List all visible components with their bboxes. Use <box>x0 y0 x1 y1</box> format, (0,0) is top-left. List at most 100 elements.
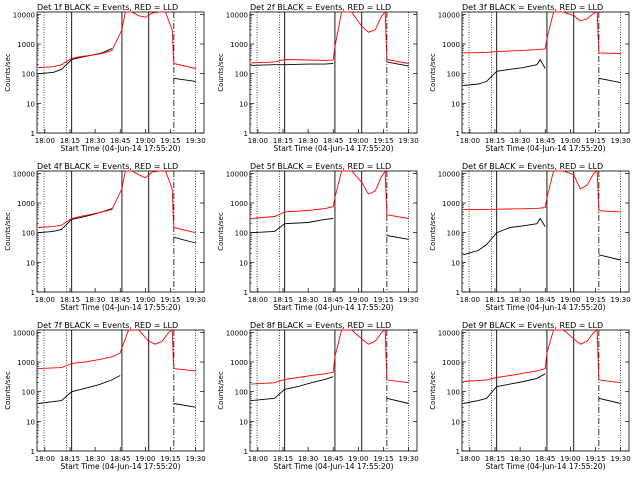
y-tick-label: 100 <box>22 230 35 238</box>
y-axis-label: Counts/sec <box>429 53 437 92</box>
x-tick-label: 19:00 <box>560 137 580 145</box>
x-tick-label: 18:30 <box>85 137 105 145</box>
y-tick-label: 10 <box>26 418 35 426</box>
x-tick-label: 19:15 <box>373 455 393 463</box>
x-tick-label: 18:15 <box>485 137 505 145</box>
series-lld-line <box>251 10 409 64</box>
x-tick-label: 18:00 <box>248 296 268 304</box>
y-tick-label: 1000 <box>442 359 460 367</box>
series-lld-line <box>38 170 196 234</box>
x-tick-label: 18:45 <box>535 296 555 304</box>
y-tick-label: 1000 <box>442 41 460 49</box>
x-tick-label: 19:00 <box>135 455 155 463</box>
x-tick-label: 19:00 <box>348 455 368 463</box>
y-tick-label: 10 <box>239 418 248 426</box>
y-tick-label: 100 <box>22 389 35 397</box>
y-tick-label: 100 <box>22 71 35 79</box>
series-events-line <box>251 376 409 404</box>
x-tick-label: 18:00 <box>35 455 55 463</box>
y-tick-label: 10000 <box>13 329 35 337</box>
y-axis-label: Counts/sec <box>429 212 437 251</box>
panel-title: Det 8f BLACK = Events, RED = LLD <box>250 321 391 330</box>
x-tick-label: 18:15 <box>60 296 80 304</box>
y-tick-label: 10000 <box>438 11 460 19</box>
panel-title: Det 2f BLACK = Events, RED = LLD <box>250 3 391 12</box>
x-tick-label: 19:15 <box>373 296 393 304</box>
x-tick-label: 18:00 <box>35 296 55 304</box>
x-tick-label: 18:15 <box>485 455 505 463</box>
series-events-line <box>463 373 621 404</box>
x-tick-label: 18:15 <box>485 296 505 304</box>
panel-8: Det 8f BLACK = Events, RED = LLD 1 10 100 10… <box>217 321 419 471</box>
x-tick-label: 18:45 <box>110 455 130 463</box>
x-tick-label: 18:45 <box>535 137 555 145</box>
plot-frame <box>36 170 205 293</box>
y-tick-label: 1 <box>244 448 248 456</box>
x-tick-label: 19:15 <box>373 137 393 145</box>
x-tick-label: 19:15 <box>160 296 180 304</box>
y-tick-label: 1000 <box>230 200 248 208</box>
x-tick-label: 18:45 <box>323 137 343 145</box>
plot-frame <box>461 11 630 134</box>
x-tick-label: 19:00 <box>348 296 368 304</box>
y-axis-label: Counts/sec <box>217 53 225 92</box>
y-axis-label: Counts/sec <box>4 53 12 92</box>
panel-4: Det 4f BLACK = Events, RED = LLD 1 10 100 10… <box>4 162 206 312</box>
y-tick-label: 1 <box>31 448 35 456</box>
x-tick-label: 19:00 <box>560 455 580 463</box>
y-tick-label: 10 <box>451 418 460 426</box>
y-axis-label: Counts/sec <box>217 212 225 251</box>
x-tick-label: 19:15 <box>585 137 605 145</box>
y-tick-label: 1000 <box>442 200 460 208</box>
series-events-line <box>38 48 196 82</box>
y-tick-label: 100 <box>447 389 460 397</box>
y-tick-label: 10000 <box>226 170 248 178</box>
x-tick-label: 19:30 <box>186 137 206 145</box>
y-tick-label: 10000 <box>438 329 460 337</box>
x-tick-label: 18:00 <box>460 296 480 304</box>
y-axis-label: Counts/sec <box>217 371 225 410</box>
plot-frame <box>36 329 205 452</box>
x-tick-label: 19:15 <box>585 296 605 304</box>
series-lld-line <box>463 170 621 213</box>
x-tick-label: 19:30 <box>399 455 419 463</box>
x-tick-label: 19:30 <box>186 296 206 304</box>
x-tick-label: 18:30 <box>298 137 318 145</box>
x-tick-label: 18:15 <box>60 455 80 463</box>
x-axis-label: Start Time (04-Jun-14 17:55:20) <box>61 462 181 471</box>
x-axis-label: Start Time (04-Jun-14 17:55:20) <box>274 462 394 471</box>
series-events-line <box>463 217 621 261</box>
y-axis-label: Counts/sec <box>4 212 12 251</box>
x-tick-label: 19:15 <box>585 455 605 463</box>
x-tick-label: 19:00 <box>348 137 368 145</box>
plot-frame <box>461 329 630 452</box>
y-tick-label: 10000 <box>13 11 35 19</box>
x-tick-label: 19:30 <box>399 296 419 304</box>
panel-2: Det 2f BLACK = Events, RED = LLD 1 10 100 10… <box>217 3 419 153</box>
y-tick-label: 1000 <box>230 359 248 367</box>
y-tick-label: 100 <box>235 389 248 397</box>
x-tick-label: 19:15 <box>160 455 180 463</box>
x-tick-label: 18:00 <box>248 137 268 145</box>
series-lld-line <box>463 11 621 54</box>
panel-5: Det 5f BLACK = Events, RED = LLD 1 10 100 10… <box>217 162 419 312</box>
y-tick-label: 1000 <box>230 41 248 49</box>
x-tick-label: 18:30 <box>85 455 105 463</box>
plot-frame <box>36 11 205 134</box>
panel-title: Det 3f BLACK = Events, RED = LLD <box>462 3 603 12</box>
y-tick-label: 100 <box>235 230 248 238</box>
y-tick-label: 1 <box>244 289 248 297</box>
x-tick-label: 18:30 <box>510 296 530 304</box>
y-tick-label: 10 <box>451 259 460 267</box>
y-tick-label: 1000 <box>17 359 35 367</box>
panel-title: Det 7f BLACK = Events, RED = LLD <box>37 321 178 330</box>
series-lld-line <box>251 329 409 385</box>
y-tick-label: 100 <box>447 71 460 79</box>
x-tick-label: 19:30 <box>611 296 631 304</box>
y-axis-label: Counts/sec <box>429 371 437 410</box>
x-tick-label: 19:30 <box>186 455 206 463</box>
x-tick-label: 18:15 <box>273 455 293 463</box>
x-tick-label: 18:45 <box>535 455 555 463</box>
x-tick-label: 18:30 <box>298 455 318 463</box>
